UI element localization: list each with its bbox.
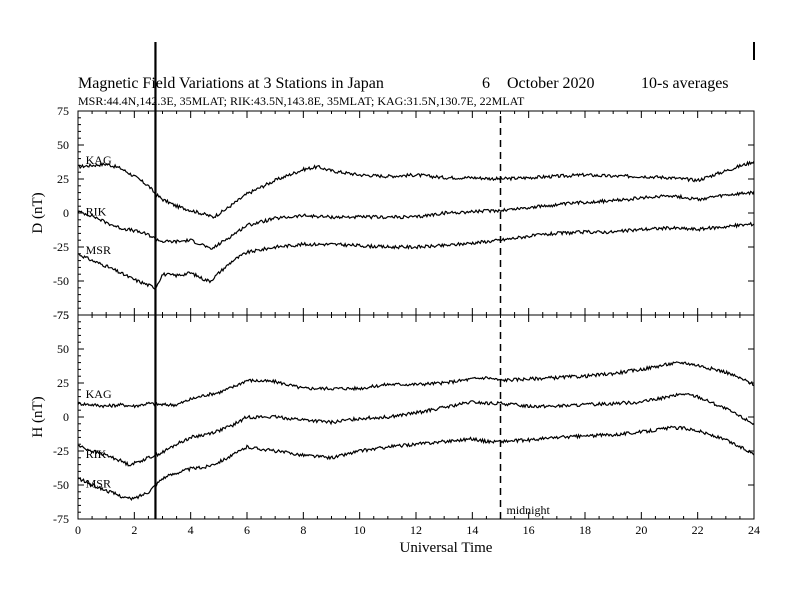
h-series-rik — [77, 392, 755, 467]
figure-averaging: 10-s averages — [641, 75, 729, 92]
d-y-axis-title: D (nT) — [30, 192, 46, 233]
h-ytick-label: -50 — [53, 478, 69, 492]
d-ytick-label: -75 — [53, 308, 69, 322]
d-series-msr — [77, 221, 755, 290]
h-series-label-kag: KAG — [86, 387, 112, 401]
h-xtick-label: 24 — [748, 523, 760, 537]
figure-title: Magnetic Field Variations at 3 Stations … — [78, 75, 384, 92]
h-ytick-label: 50 — [57, 342, 69, 356]
d-ytick-label: 75 — [57, 104, 69, 118]
h-xtick-label: 6 — [244, 523, 250, 537]
d-ytick-label: -25 — [53, 240, 69, 254]
h-series-label-msr: MSR — [86, 477, 111, 491]
h-series-msr — [77, 425, 755, 501]
h-xtick-label: 14 — [466, 523, 478, 537]
h-xtick-label: 20 — [635, 523, 647, 537]
h-y-axis-title: H (nT) — [30, 396, 46, 437]
h-xtick-label: 22 — [692, 523, 704, 537]
h-xtick-label: 10 — [354, 523, 366, 537]
d-series-kag — [77, 160, 755, 219]
h-xtick-label: 8 — [300, 523, 306, 537]
h-ytick-label: 25 — [57, 376, 69, 390]
h-panel-frame — [77, 314, 755, 520]
d-series-label-msr: MSR — [86, 243, 111, 257]
h-xtick-label: 2 — [131, 523, 137, 537]
stations-line: MSR:44.4N,142.3E, 35MLAT; RIK:43.5N,143.… — [78, 94, 525, 108]
x-axis-title: Universal Time — [400, 540, 493, 556]
h-xtick-label: 12 — [410, 523, 422, 537]
d-component-panel: 75 50 25 0 -25 -50 -75 D (nT) KAG RIK MSR — [30, 104, 755, 322]
h-xtick-label: 4 — [188, 523, 194, 537]
overlay-layer: midnight — [154, 42, 755, 519]
h-xtick-label: 0 — [75, 523, 81, 537]
h-xtick-label: 18 — [579, 523, 591, 537]
h-ytick-label: 0 — [63, 410, 69, 424]
h-ytick-label: -75 — [53, 512, 69, 526]
h-series-kag — [77, 361, 755, 409]
d-panel-frame — [77, 110, 755, 316]
h-ytick-label: -25 — [53, 444, 69, 458]
figure-date-month-year: October 2020 — [507, 75, 595, 92]
d-series-rik — [77, 190, 755, 250]
midnight-label: midnight — [507, 503, 551, 517]
d-ytick-label: 50 — [57, 138, 69, 152]
d-ytick-label: -50 — [53, 274, 69, 288]
h-series-label-rik: RIK — [86, 447, 107, 461]
d-ytick-label: 25 — [57, 172, 69, 186]
d-series-label-rik: RIK — [86, 205, 107, 219]
figure-date-day: 6 — [482, 75, 490, 92]
d-ytick-label: 0 — [63, 206, 69, 220]
d-series-label-kag: KAG — [86, 153, 112, 167]
h-ytick-label: 75 — [57, 308, 69, 322]
h-xtick-label: 16 — [523, 523, 535, 537]
